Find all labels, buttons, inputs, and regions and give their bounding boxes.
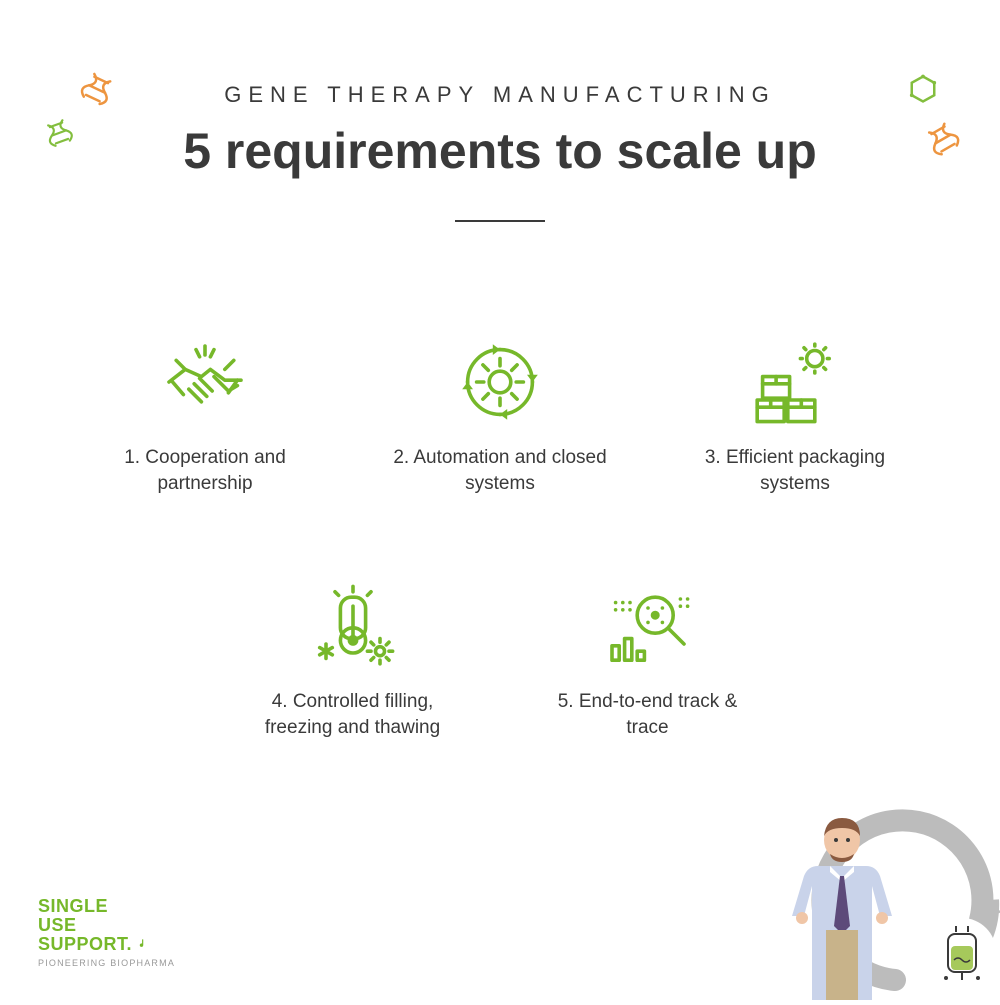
overline: GENE THERAPY MANUFACTURING xyxy=(0,82,1000,108)
track-trace-icon xyxy=(603,581,693,671)
logo-tagline: PIONEERING BIOPHARMA xyxy=(38,958,175,968)
logo-line1: SINGLE xyxy=(38,897,175,916)
requirement-item: 4. Controlled filling, freezing and thaw… xyxy=(240,581,465,740)
logo-line3: SUPPORT. xyxy=(38,935,175,954)
requirement-item: 2. Automation and closed systems xyxy=(388,337,613,496)
requirement-label: 4. Controlled filling, freezing and thaw… xyxy=(240,689,465,740)
boxes-gear-icon xyxy=(750,337,840,427)
requirement-item: 1. Cooperation and partnership xyxy=(93,337,318,496)
requirement-label: 5. End-to-end track & trace xyxy=(535,689,760,740)
header: GENE THERAPY MANUFACTURING 5 requirement… xyxy=(0,0,1000,222)
requirement-label: 1. Cooperation and partnership xyxy=(93,445,318,496)
person-illustration xyxy=(680,800,1000,1000)
requirement-item: 3. Efficient packaging systems xyxy=(683,337,908,496)
brand-logo: SINGLE USE SUPPORT. PIONEERING BIOPHARMA xyxy=(38,897,175,968)
hex-decor-icon xyxy=(908,74,938,104)
gear-cycle-icon xyxy=(455,337,545,427)
freeze-thaw-icon xyxy=(308,581,398,671)
logo-line2: USE xyxy=(38,916,175,935)
divider xyxy=(455,220,545,222)
iv-bag-icon xyxy=(928,918,996,986)
requirements-grid: 1. Cooperation and partnership 2. Automa… xyxy=(0,337,1000,741)
requirement-item: 5. End-to-end track & trace xyxy=(535,581,760,740)
handshake-icon xyxy=(160,337,250,427)
page-title: 5 requirements to scale up xyxy=(0,122,1000,180)
requirement-label: 2. Automation and closed systems xyxy=(388,445,613,496)
requirement-label: 3. Efficient packaging systems xyxy=(683,445,908,496)
